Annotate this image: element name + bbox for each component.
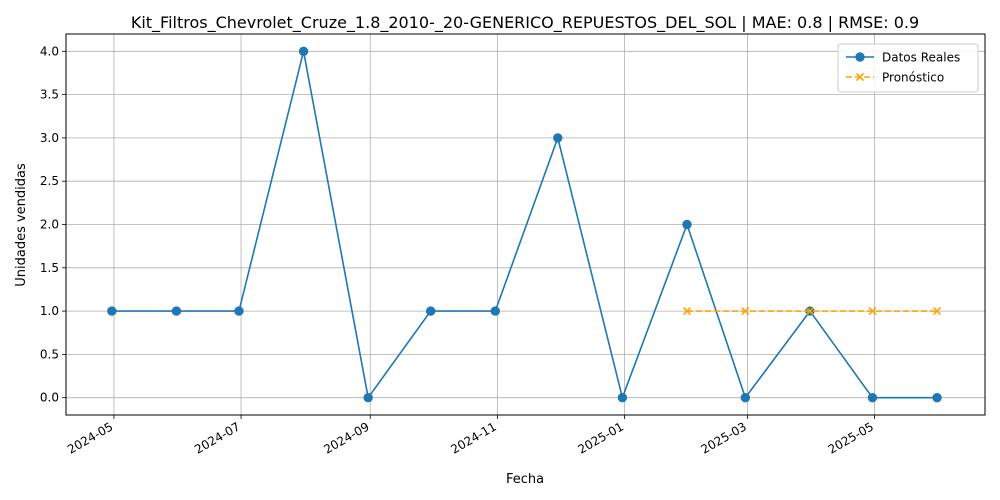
data-point (741, 307, 750, 316)
y-tick-label: 0.5 (40, 347, 59, 361)
y-tick-label: 2.5 (40, 174, 59, 188)
data-point (805, 307, 815, 316)
data-point (933, 307, 942, 316)
series-1 (107, 46, 942, 403)
legend-label: Datos Reales (882, 51, 960, 65)
legend-label: Pronóstico (882, 71, 944, 85)
data-point (932, 392, 942, 403)
data-point (107, 306, 117, 316)
series-line (111, 51, 938, 401)
x-tick-label: 2024-07 (192, 419, 242, 456)
data-point (867, 392, 878, 403)
x-axis-label: Fecha (506, 472, 544, 487)
data-point (171, 306, 182, 316)
legend-marker (855, 72, 865, 82)
x-tick-label: 2025-03 (699, 419, 749, 456)
plot-frame (65, 33, 986, 416)
legend: Datos Reales Pronóstico (837, 43, 979, 93)
legend-item: Datos Reales (846, 51, 960, 65)
y-tick-label: 1.5 (40, 261, 59, 275)
data-point (682, 219, 692, 230)
y-tick-label: 2.0 (40, 218, 59, 232)
data-point (425, 306, 436, 316)
y-tick-label: 1.0 (40, 304, 59, 318)
data-point (490, 306, 500, 316)
legend-box (837, 43, 979, 93)
x-tick-label: 2024-05 (65, 419, 115, 456)
y-tick-label: 3.5 (40, 88, 59, 102)
data-point (553, 133, 563, 143)
axes: 0.0 0.5 1.0 1.5 2.0 2.5 3.0 3.5 4.0 2024-05 2024-0… (40, 44, 876, 456)
data-point (298, 46, 309, 57)
x-tick-label: 2025-01 (576, 419, 626, 456)
data-point (363, 392, 373, 403)
data-point (234, 306, 244, 316)
series-layer (107, 46, 942, 403)
chart-title: Kit_Filtros_Chevrolet_Cruze_1.8_2010-_20… (131, 13, 919, 33)
y-tick-label: 3.0 (40, 131, 59, 145)
x-tick-label: 2024-09 (321, 419, 371, 456)
data-point (682, 307, 692, 316)
legend-marker (855, 52, 865, 62)
data-point (740, 392, 751, 403)
y-axis-label: Unidades vendidas (14, 163, 29, 287)
data-point (868, 307, 877, 316)
y-tick-label: 0.0 (40, 391, 59, 405)
data-point (617, 392, 628, 403)
x-tick-label: 2025-05 (826, 419, 876, 456)
series-2 (682, 307, 942, 316)
legend-item: Pronóstico (846, 71, 944, 85)
x-tick-label: 2024-11 (448, 419, 498, 456)
y-tick-label: 4.0 (40, 44, 59, 58)
